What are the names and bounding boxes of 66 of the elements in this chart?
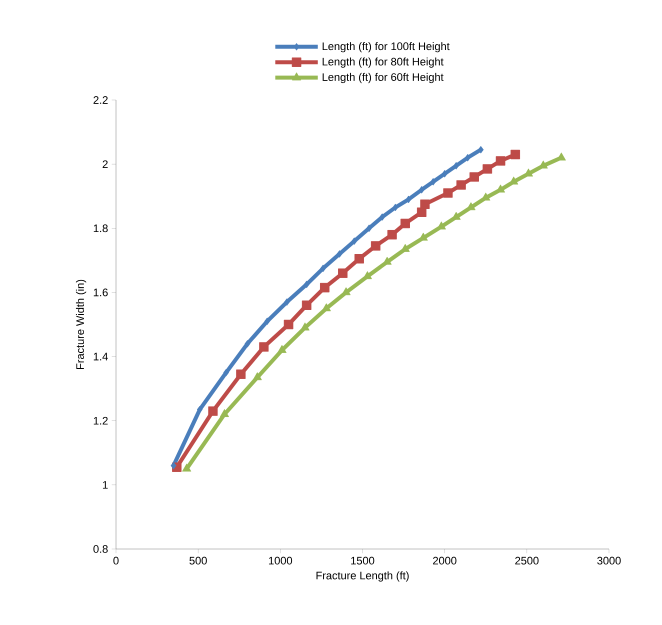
point — [342, 287, 351, 296]
point — [322, 303, 331, 312]
y-tick-label: 1 — [102, 481, 108, 489]
point — [478, 146, 484, 154]
point — [482, 164, 492, 174]
point — [370, 241, 380, 251]
point — [244, 340, 250, 348]
point — [252, 372, 262, 380]
point — [496, 156, 506, 166]
point — [277, 344, 287, 353]
legend-label: Length (ft) for 80ft Height — [322, 57, 444, 68]
y-tick-label: 0.8 — [93, 545, 108, 553]
point — [510, 150, 520, 160]
point — [336, 250, 342, 258]
point — [259, 342, 269, 352]
x-axis-title: Fracture Length (ft) — [316, 571, 409, 582]
point — [464, 154, 471, 162]
point — [418, 186, 425, 194]
x-tick-label: 3000 — [597, 556, 621, 565]
y-axis-title: Fracture Width (in) — [76, 280, 86, 369]
point — [223, 368, 229, 376]
x-tick-label: 1000 — [268, 556, 292, 565]
point — [302, 300, 312, 310]
point — [470, 172, 479, 182]
point — [416, 208, 426, 217]
legend-label: Length (ft) for 100ft Height — [322, 42, 450, 52]
y-tick-label: 1.2 — [94, 416, 108, 425]
point — [170, 462, 176, 470]
point — [430, 178, 436, 186]
point — [420, 199, 430, 209]
point — [351, 237, 358, 245]
point — [442, 170, 448, 178]
point — [304, 280, 310, 288]
point — [320, 264, 326, 272]
point — [379, 213, 386, 221]
y-tick-label: 2 — [102, 160, 108, 168]
point — [182, 464, 192, 472]
point — [406, 196, 412, 204]
point — [220, 409, 230, 418]
point — [196, 406, 203, 414]
point — [284, 298, 290, 306]
point — [354, 254, 364, 264]
y-tick-label: 1.6 — [94, 288, 108, 296]
point — [284, 320, 294, 330]
x-tick-label: 500 — [189, 556, 207, 565]
y-tick-label: 2.2 — [94, 96, 108, 104]
point — [387, 230, 397, 240]
x-tick-label: 0 — [113, 556, 119, 565]
point — [366, 224, 372, 232]
point — [300, 322, 310, 330]
y-tick-label: 1.4 — [94, 352, 108, 360]
x-tick-label: 2500 — [515, 556, 539, 565]
point — [456, 180, 466, 190]
x-tick-label: 1500 — [351, 556, 374, 565]
point — [208, 406, 218, 416]
point — [392, 204, 398, 212]
point — [236, 369, 246, 379]
x-tick-label: 2000 — [433, 556, 456, 565]
y-tick-label: 1.8 — [94, 224, 108, 232]
point — [400, 218, 410, 228]
point — [320, 282, 330, 292]
point — [264, 318, 270, 326]
point — [338, 268, 348, 278]
point — [453, 162, 460, 170]
point — [443, 188, 453, 198]
legend-label: Length (ft) for 60ft Height — [322, 72, 444, 84]
